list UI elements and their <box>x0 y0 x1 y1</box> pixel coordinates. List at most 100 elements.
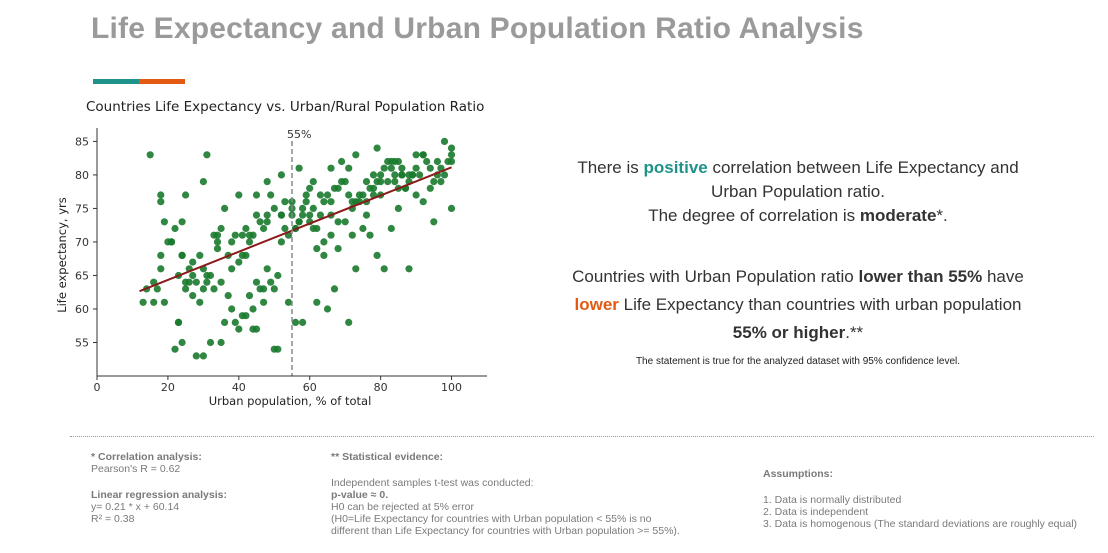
x-tick-label: 100 <box>441 381 462 394</box>
data-point <box>313 298 321 306</box>
findings-panel: There is positive correlation between Li… <box>548 156 1048 368</box>
data-point <box>334 218 342 226</box>
accent-bar-teal <box>93 79 139 84</box>
chart-title: Countries Life Expectancy vs. Urban/Rura… <box>86 99 485 115</box>
data-point <box>260 285 268 293</box>
data-point <box>160 218 168 226</box>
data-point <box>221 318 229 326</box>
footnote-correlation: * Correlation analysis: Pearson's R = 0.… <box>91 451 227 525</box>
data-point <box>228 238 236 246</box>
data-point <box>146 151 154 159</box>
data-point <box>387 164 395 172</box>
data-point <box>440 137 449 145</box>
x-tick-label: 20 <box>161 381 175 394</box>
data-point <box>252 211 261 219</box>
data-point <box>249 325 257 333</box>
confidence-note: The statement is true for the analyzed d… <box>635 356 961 367</box>
y-tick-label: 60 <box>75 303 89 316</box>
data-point <box>320 251 328 259</box>
data-point <box>263 218 271 226</box>
data-point <box>394 204 402 212</box>
data-point <box>380 164 388 172</box>
data-point <box>345 318 353 326</box>
data-point <box>433 157 441 166</box>
data-point <box>256 218 264 226</box>
data-point <box>440 171 449 179</box>
divider <box>70 436 1094 437</box>
data-point <box>224 292 232 300</box>
data-point <box>323 191 332 199</box>
y-tick-label: 65 <box>75 269 89 282</box>
data-point <box>267 191 275 199</box>
data-point <box>306 184 314 192</box>
data-point <box>203 278 211 286</box>
page-title: Life Expectancy and Urban Population Rat… <box>91 12 864 45</box>
positive-highlight: positive <box>643 158 708 177</box>
data-point <box>352 151 360 159</box>
data-point <box>260 298 268 306</box>
data-point <box>231 231 239 239</box>
x-axis-label: Urban population, % of total <box>209 394 372 408</box>
y-tick-label: 80 <box>75 169 89 182</box>
data-point <box>235 191 243 199</box>
data-point <box>373 144 381 152</box>
data-point <box>362 178 371 186</box>
y-axis-label: Life expectancy, yrs <box>55 197 69 313</box>
data-point <box>341 218 349 226</box>
data-point <box>309 204 317 212</box>
data-point <box>366 231 374 239</box>
data-point <box>242 224 250 233</box>
data-point <box>217 224 225 233</box>
data-point <box>203 151 211 159</box>
data-point <box>412 151 420 159</box>
data-point <box>309 178 317 186</box>
data-point <box>416 171 424 179</box>
data-point <box>267 278 275 286</box>
data-point <box>299 211 307 219</box>
scatter-chart: 55% 0 20 40 60 80 100 55 60 65 70 75 80 85 Urban pop… <box>55 128 487 408</box>
data-point <box>245 231 254 239</box>
data-point <box>210 231 218 239</box>
data-point <box>157 251 165 259</box>
data-point <box>419 198 427 206</box>
data-point <box>139 298 147 306</box>
data-point <box>217 278 225 286</box>
footnote-assumptions: Assumptions: 1. Data is normally distrib… <box>763 468 1078 530</box>
data-point <box>302 191 310 199</box>
data-point <box>192 278 200 286</box>
data-point <box>157 198 165 206</box>
data-point <box>412 191 420 199</box>
data-point <box>338 157 346 166</box>
data-point <box>213 238 222 246</box>
data-point <box>327 198 335 206</box>
y-tick-label: 70 <box>75 236 89 249</box>
data-point <box>277 211 285 219</box>
data-point <box>199 178 207 186</box>
data-point <box>242 312 250 320</box>
data-point <box>362 211 371 219</box>
data-point <box>426 184 434 192</box>
data-point <box>182 285 190 293</box>
data-point <box>391 178 399 186</box>
points-layer <box>139 137 456 360</box>
data-point <box>334 184 342 192</box>
data-point <box>345 191 353 199</box>
data-point <box>260 224 268 233</box>
data-point <box>380 265 388 273</box>
data-point <box>252 191 261 199</box>
data-point <box>437 178 445 186</box>
data-point <box>408 171 417 179</box>
data-point <box>189 271 197 280</box>
data-point <box>185 278 193 286</box>
data-point <box>189 258 197 266</box>
data-point <box>157 191 165 199</box>
data-point <box>373 251 381 259</box>
data-point <box>359 224 367 233</box>
data-point <box>299 318 307 326</box>
x-tick-label: 60 <box>303 381 317 394</box>
data-point <box>228 305 236 313</box>
data-point <box>171 224 179 233</box>
data-point <box>316 191 324 199</box>
data-point <box>235 325 243 333</box>
data-point <box>178 251 186 259</box>
